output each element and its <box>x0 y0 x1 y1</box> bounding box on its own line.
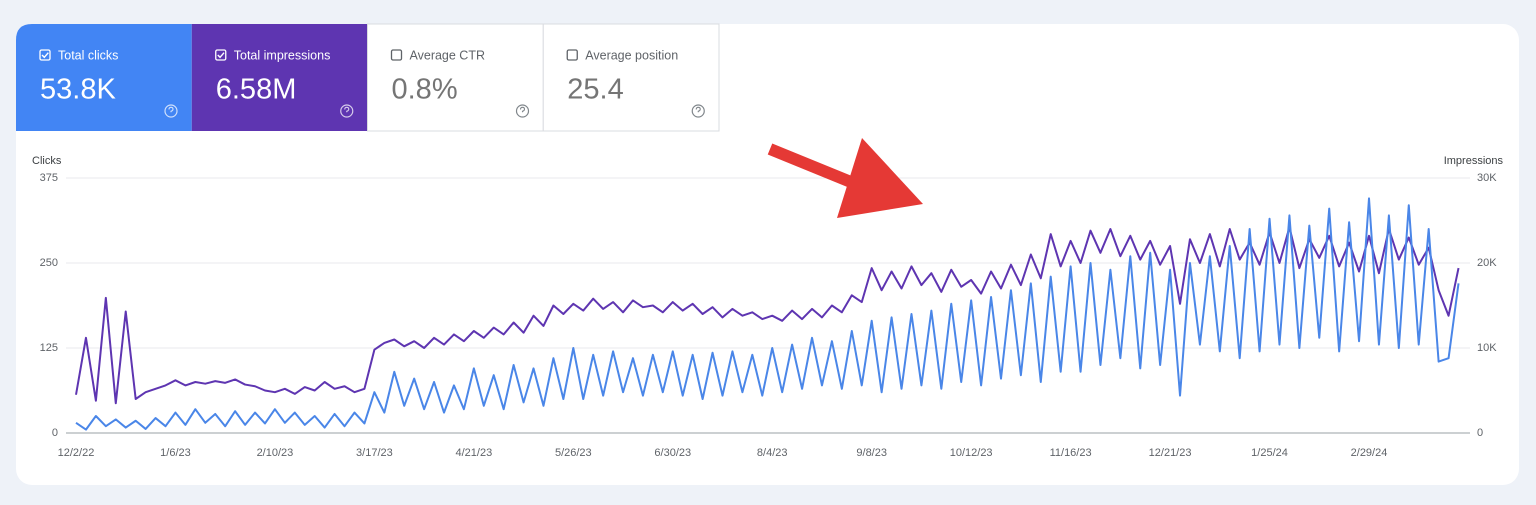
y-tick-label: 0 <box>52 427 58 439</box>
x-tick-label: 3/17/23 <box>356 447 393 459</box>
y-tick-label: 250 <box>40 257 58 269</box>
x-tick-label: 9/8/23 <box>856 447 887 459</box>
x-tick-label: 11/16/23 <box>1050 447 1092 459</box>
annotation-arrow <box>767 138 923 218</box>
x-tick-label: 12/2/22 <box>58 447 95 459</box>
x-tick-label: 2/10/23 <box>257 447 294 459</box>
checkmark <box>41 52 49 59</box>
metric-value: 53.8K <box>40 74 116 106</box>
x-tick-label: 2/29/24 <box>1351 447 1388 459</box>
y-axis-title: Clicks <box>32 155 62 167</box>
metric-cards: Total clicks 53.8K Total impressions 6.58M A… <box>16 23 720 132</box>
metric-value: 6.58M <box>216 74 297 106</box>
x-tick-label: 4/21/23 <box>455 447 492 459</box>
metric-card[interactable]: Total impressions 6.58M <box>191 24 368 131</box>
y2-tick-label: 10K <box>1477 342 1497 354</box>
card-background <box>367 23 544 132</box>
y2-tick-label: 30K <box>1477 172 1497 184</box>
y-tick-label: 375 <box>40 172 58 184</box>
metric-card[interactable]: Total clicks 53.8K <box>16 24 192 131</box>
metric-label: Total clicks <box>58 48 118 62</box>
card-background <box>16 24 192 131</box>
x-tick-label: 1/6/23 <box>160 447 191 459</box>
y2-tick-label: 20K <box>1477 257 1497 269</box>
metric-value: 25.4 <box>567 74 623 106</box>
metric-label: Average CTR <box>410 48 486 62</box>
x-tick-label: 8/4/23 <box>757 447 788 459</box>
metric-card[interactable]: Average position 25.4 <box>542 23 720 132</box>
help-mark <box>168 106 174 113</box>
y-tick-label: 125 <box>40 342 58 354</box>
metric-value: 0.8% <box>392 74 458 106</box>
help-icon[interactable] <box>340 104 354 118</box>
series-line <box>75 226 1460 405</box>
x-tick-label: 5/26/23 <box>555 447 592 459</box>
metric-label: Total impressions <box>234 48 331 62</box>
checkbox[interactable] <box>566 49 578 61</box>
card-background <box>542 23 720 132</box>
help-mark <box>344 106 350 113</box>
help-icon[interactable] <box>691 104 705 118</box>
y2-tick-label: 0 <box>1477 427 1483 439</box>
y2-axis-title: Impressions <box>1444 155 1504 167</box>
help-icon[interactable] <box>515 104 530 118</box>
x-tick-label: 12/21/23 <box>1149 447 1192 459</box>
checkbox[interactable] <box>215 49 227 61</box>
series-line <box>75 197 1460 431</box>
x-tick-label: 10/12/23 <box>950 447 993 459</box>
x-tick-label: 6/30/23 <box>654 447 691 459</box>
checkbox[interactable] <box>390 49 403 61</box>
help-icon[interactable] <box>164 104 178 118</box>
panel <box>16 24 1519 485</box>
help-mark <box>695 106 701 113</box>
checkbox[interactable] <box>39 49 51 61</box>
card-background <box>191 24 368 131</box>
help-mark <box>519 106 526 113</box>
arrow-head <box>837 138 923 218</box>
chart: Clicks Impressions 0 125 250 375 0 10K 20K 30K 12/… <box>32 155 1504 459</box>
x-tick-label: 1/25/24 <box>1251 447 1288 459</box>
metric-card[interactable]: Average CTR 0.8% <box>367 23 544 132</box>
checkmark <box>217 52 225 59</box>
metric-label: Average position <box>585 48 678 62</box>
